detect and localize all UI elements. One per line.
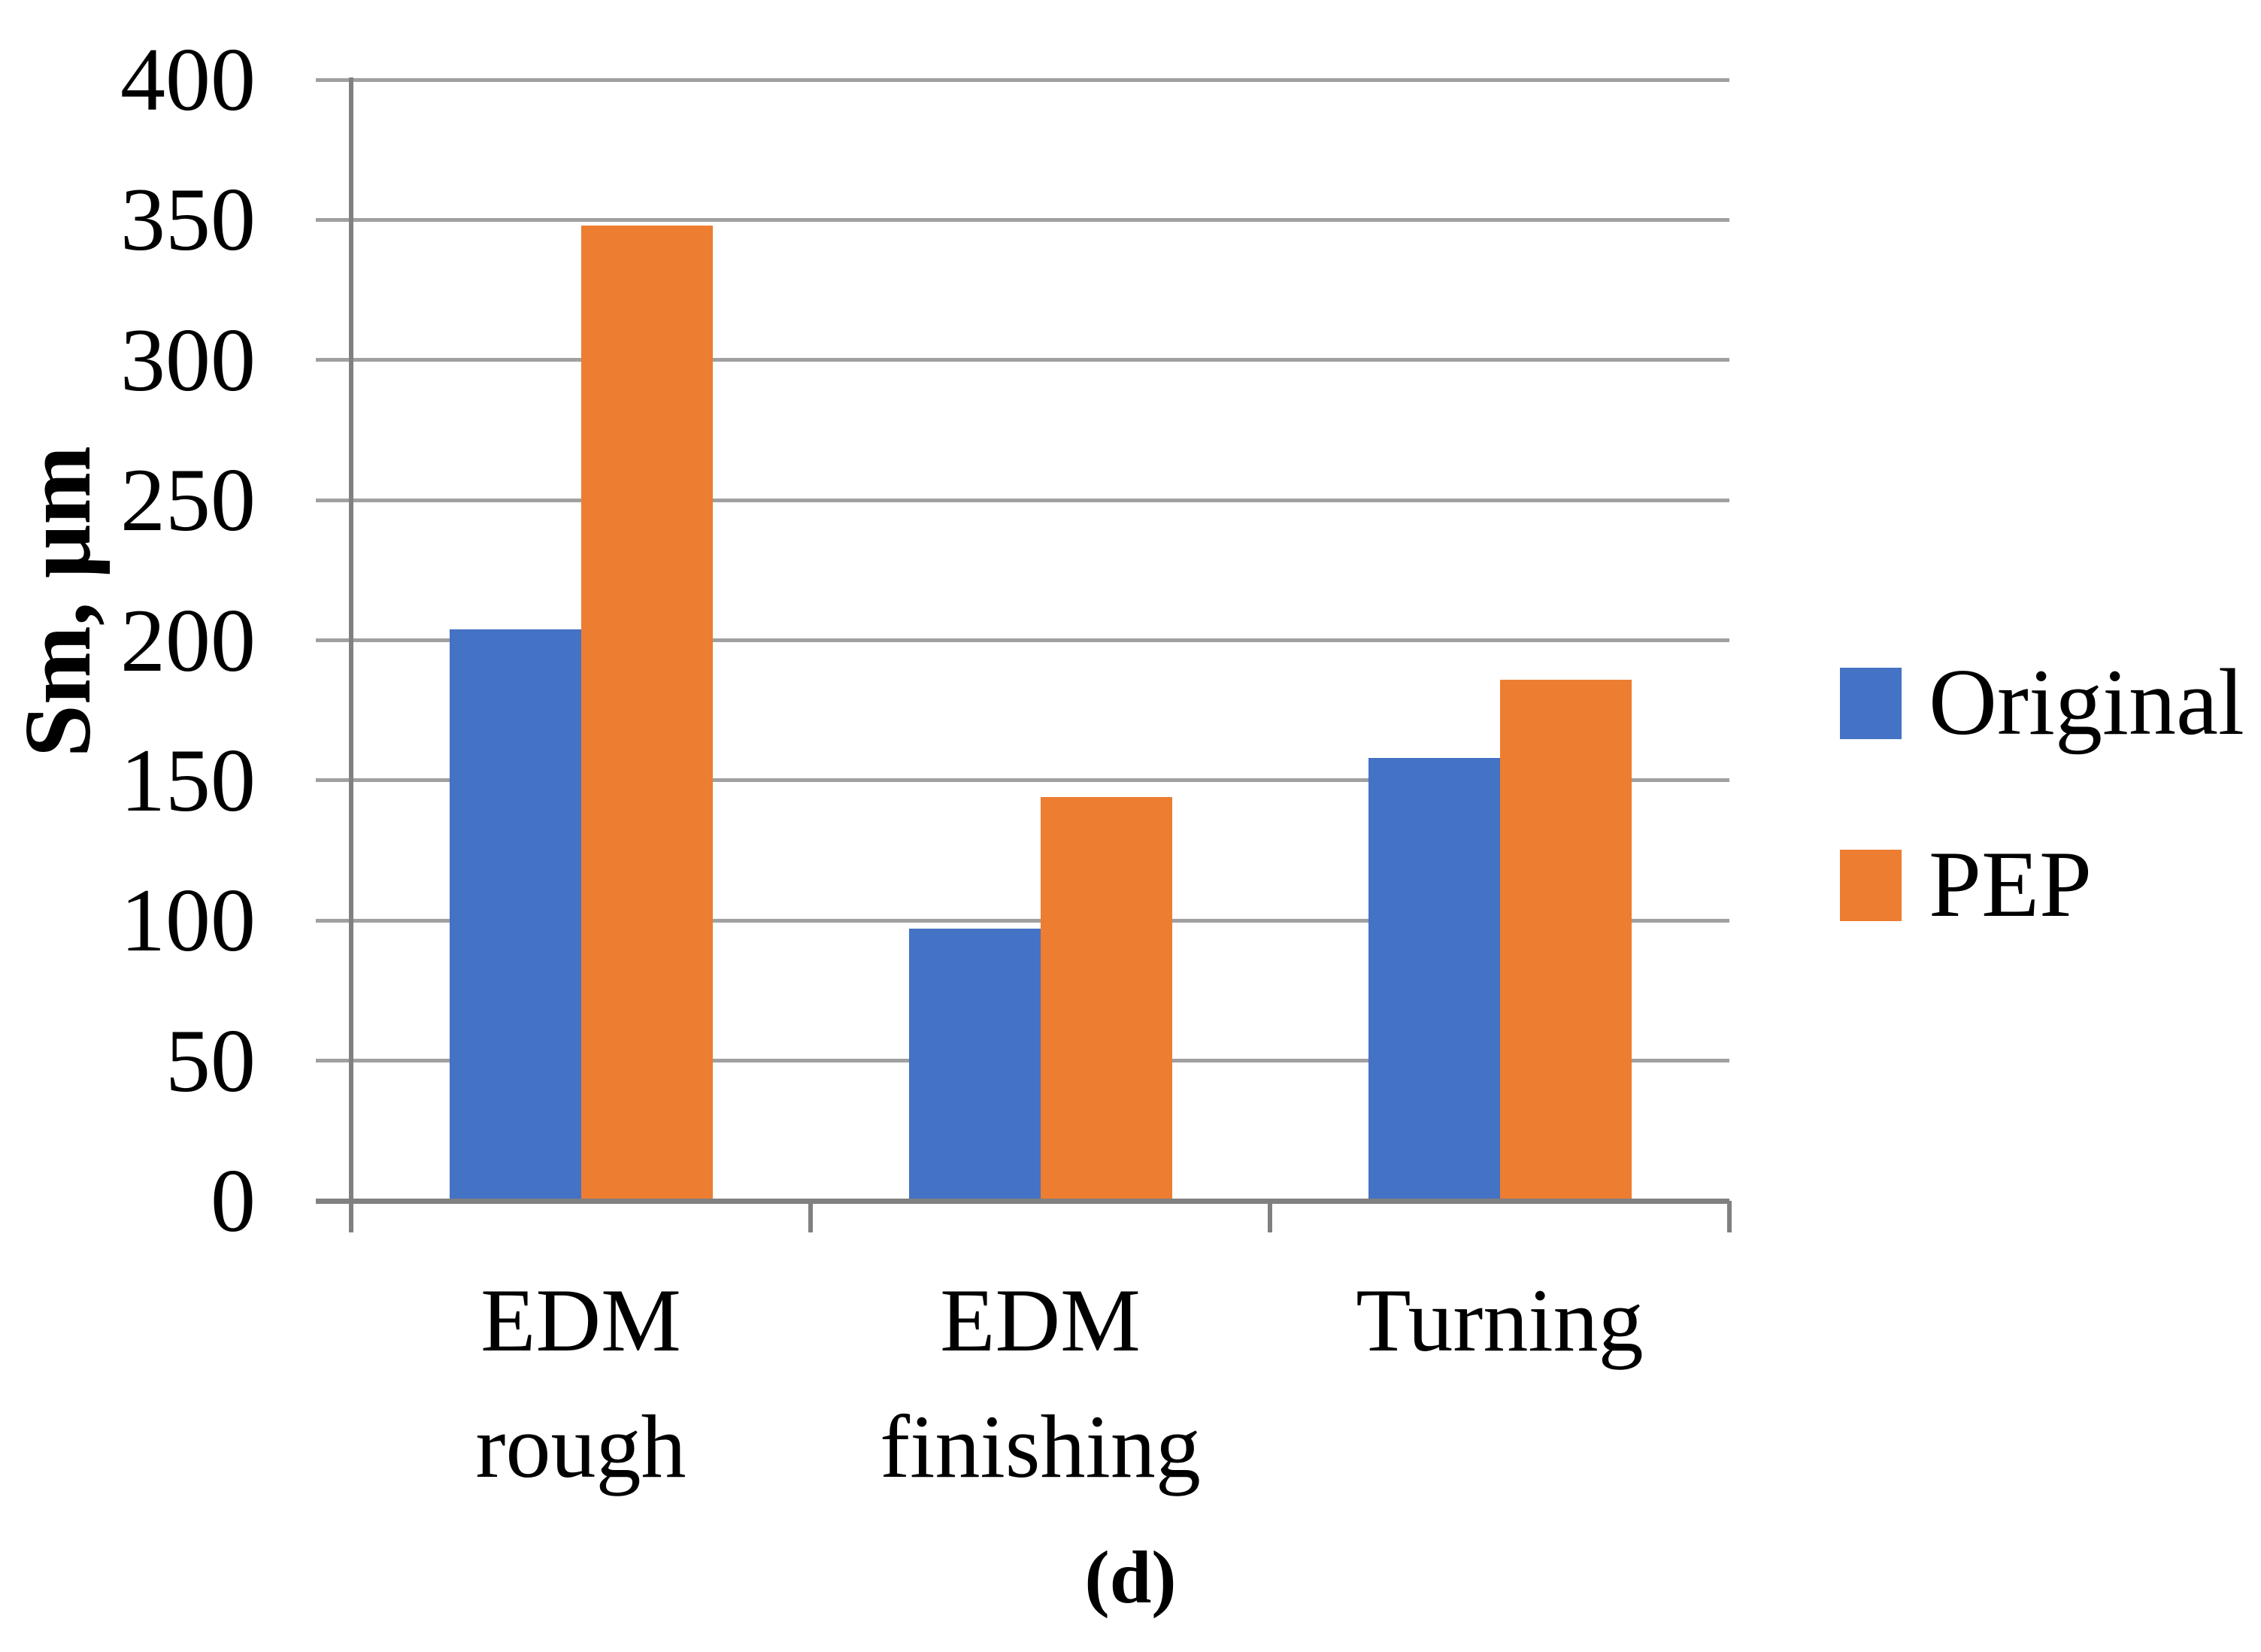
x-category-label-line: rough [475, 1396, 686, 1496]
x-category-label-line: finishing [880, 1396, 1201, 1496]
y-tick-label-100: 100 [120, 870, 256, 971]
x-axis-tick-2 [1268, 1201, 1272, 1232]
gridline-350 [316, 217, 1729, 222]
x-axis-tick-1 [808, 1201, 813, 1232]
legend-swatch-original-icon [1840, 667, 1902, 739]
x-category-label-line: Turning [1356, 1270, 1644, 1370]
y-tick-label-50: 50 [165, 1010, 256, 1111]
x-category-label-2: EDM finishing [808, 1257, 1274, 1510]
legend-label-pep: PEP [1929, 832, 2093, 937]
figure-caption: (d) [0, 1534, 2261, 1620]
y-tick-label-350: 350 [120, 169, 256, 270]
bar-original-2 [908, 929, 1041, 1201]
y-tick-label-250: 250 [120, 450, 256, 550]
caption-text: (d) [1084, 1535, 1177, 1619]
gridline-150 [316, 778, 1729, 783]
legend-item-pep: PEP [1840, 836, 2092, 934]
gridline-100 [316, 918, 1729, 923]
x-category-label-line: EDM [940, 1270, 1141, 1370]
x-axis-tick-3 [1727, 1201, 1732, 1232]
y-tick-label-0: 0 [211, 1150, 256, 1250]
y-axis-title: Sm, μm [6, 445, 111, 758]
x-category-label-3: Turning [1267, 1257, 1733, 1384]
legend-swatch-pep-icon [1840, 849, 1902, 921]
bar-pep-3 [1499, 679, 1632, 1201]
bar-pep-2 [1040, 797, 1172, 1201]
gridline-400 [316, 77, 1729, 82]
bar-original-1 [449, 629, 581, 1201]
gridline-300 [316, 358, 1729, 362]
y-tick-label-300: 300 [120, 309, 256, 410]
gridline-200 [316, 638, 1729, 642]
y-axis-line [349, 77, 353, 1232]
y-tick-label-400: 400 [120, 29, 256, 129]
y-tick-label-150: 150 [120, 729, 256, 830]
x-category-label-line: EDM [480, 1270, 681, 1370]
bar-original-3 [1368, 758, 1500, 1201]
x-axis-line [316, 1198, 1729, 1204]
bar-pep-1 [580, 225, 713, 1201]
y-tick-label-200: 200 [120, 590, 256, 690]
legend-label-original: Original [1929, 650, 2244, 755]
legend-item-original: Original [1840, 654, 2244, 752]
gridline-250 [316, 498, 1729, 502]
x-category-label-1: EDM rough [348, 1257, 814, 1510]
